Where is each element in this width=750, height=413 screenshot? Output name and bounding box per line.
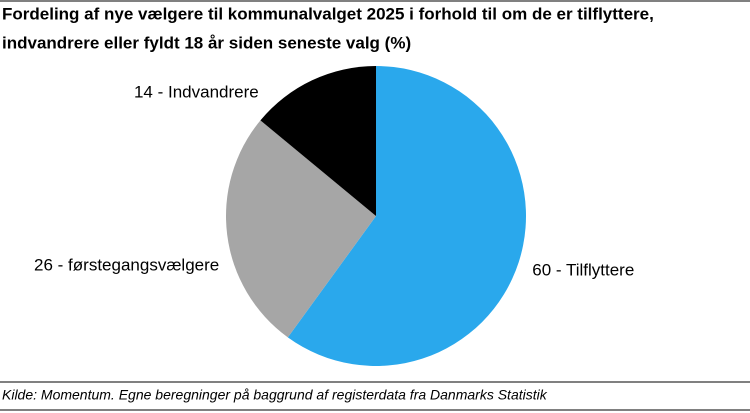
slice-label: 14 - Indvandrere — [134, 83, 259, 102]
chart-title: Fordeling af nye vælgere til kommunalval… — [2, 4, 654, 23]
slice-label: 26 - førstegangsvælgere — [34, 255, 219, 274]
pie-slice — [225, 120, 376, 338]
slice-label: 60 - Tilflyttere — [532, 260, 634, 279]
pie-slice — [260, 66, 376, 216]
chart-title: indvandrere eller fyldt 18 år siden sene… — [2, 33, 411, 52]
pie-slice — [287, 66, 526, 367]
source-note: Kilde: Momentum. Egne beregninger på bag… — [2, 387, 548, 403]
